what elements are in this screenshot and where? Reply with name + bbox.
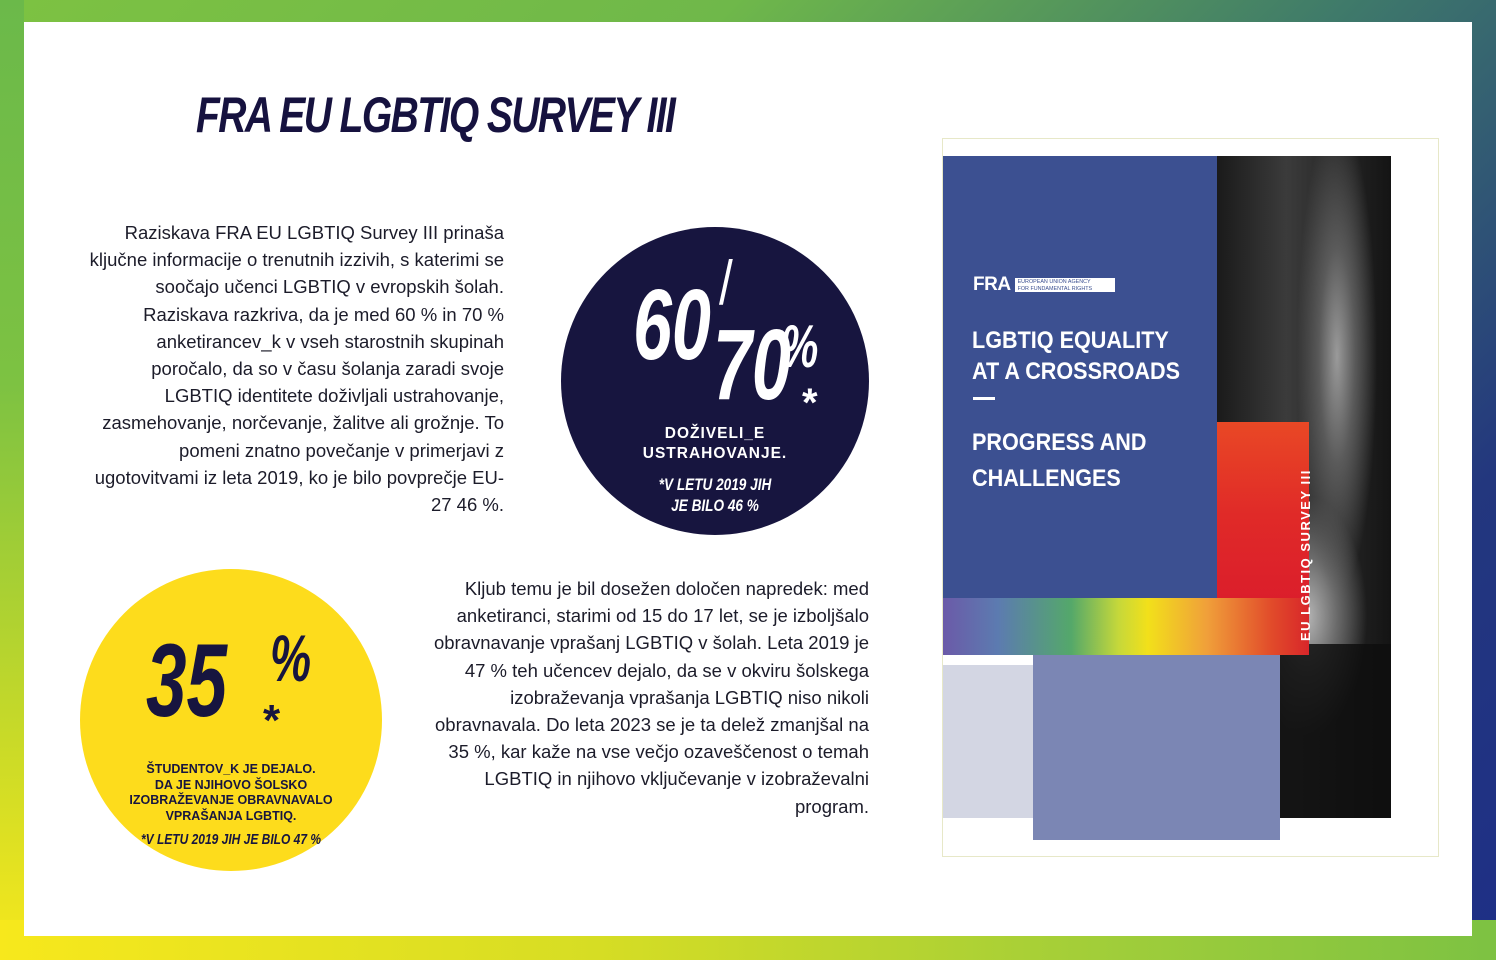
cover-periwinkle-block <box>1033 655 1280 840</box>
cover-title: LGBTIQ EQUALITY AT A CROSSROADS <box>972 325 1188 387</box>
stat-value-low: 60 <box>633 269 711 381</box>
stat-label-line: VPRAŠANJA LGBTIQ. <box>165 808 297 823</box>
cover-divider <box>973 397 995 400</box>
cover-subtitle: PROGRESS AND CHALLENGES <box>972 425 1188 497</box>
stat-label: ŠTUDENTOV_K JE DEJALO. DA JE NJIHOVO ŠOL… <box>80 762 382 824</box>
stat-label-line: DOŽIVELI_E <box>664 425 766 442</box>
stat-asterisk: * <box>263 696 281 745</box>
stat-footnote: *V LETU 2019 JIH JE BILO 47 % <box>140 831 322 848</box>
page-title: FRA EU LGBTIQ SURVEY III <box>196 87 676 143</box>
cover-subtitle-line: CHALLENGES <box>972 465 1121 492</box>
fra-agency-line: FOR FUNDAMENTAL RIGHTS <box>1017 285 1093 292</box>
stat-label-line: IZOBRAŽEVANJE OBRAVNAVALO <box>129 793 333 807</box>
intro-paragraph: Raziskava FRA EU LGBTIQ Survey III prina… <box>89 222 504 516</box>
stat-label-line: USTRAHOVANJE. <box>642 445 788 462</box>
content-panel: FRA EU LGBTIQ SURVEY III Raziskava FRA E… <box>24 22 1472 936</box>
stat-percent-sign: % <box>781 313 819 380</box>
stat-footnote-line: *V LETU 2019 JIH <box>658 475 772 494</box>
bullying-stat-circle: 60 / 70 % * DOŽIVELI_E USTRAHOVANJE. *V … <box>561 227 869 535</box>
stat-value-high: 70 <box>713 309 791 421</box>
stat-value: 35 <box>146 623 227 739</box>
cover-title-line: AT A CROSSROADS <box>972 358 1181 385</box>
cover-rainbow-band <box>943 598 1309 655</box>
cover-blue-panel <box>943 156 1217 598</box>
stat-label-line: DA JE NJIHOVO ŠOLSKO <box>154 777 308 792</box>
progress-paragraph: Kljub temu je bil dosežen določen napred… <box>433 578 869 817</box>
stat-footnote-line: JE BILO 46 % <box>671 496 759 515</box>
fra-logo-text: FRA <box>973 274 1011 295</box>
cover-subtitle-line: PROGRESS AND <box>972 429 1147 456</box>
fra-agency-line: EUROPEAN UNION AGENCY <box>1017 279 1091 285</box>
stat-label-line: ŠTUDENTOV_K JE DEJALO. <box>146 762 316 776</box>
fra-logo-agency: EUROPEAN UNION AGENCY FOR FUNDAMENTAL RI… <box>1014 278 1115 292</box>
stat-percent-sign: % <box>270 621 312 695</box>
education-stat-circle: 35 % * ŠTUDENTOV_K JE DEJALO. DA JE NJIH… <box>80 569 382 871</box>
stat-label: DOŽIVELI_E USTRAHOVANJE. <box>561 424 869 464</box>
cover-title-line: LGBTIQ EQUALITY <box>972 327 1169 354</box>
stat-asterisk: * <box>802 381 818 425</box>
gradient-border-left <box>0 0 24 960</box>
stat-footnote: *V LETU 2019 JIH JE BILO 46 % <box>635 474 795 516</box>
report-cover: FRA EUROPEAN UNION AGENCY FOR FUNDAMENTA… <box>942 138 1439 857</box>
cover-vertical-label: EU LGBTIQ SURVEY III <box>1298 469 1313 641</box>
fra-logo: FRA EUROPEAN UNION AGENCY FOR FUNDAMENTA… <box>973 274 1115 295</box>
stat-slash: / <box>719 249 733 318</box>
